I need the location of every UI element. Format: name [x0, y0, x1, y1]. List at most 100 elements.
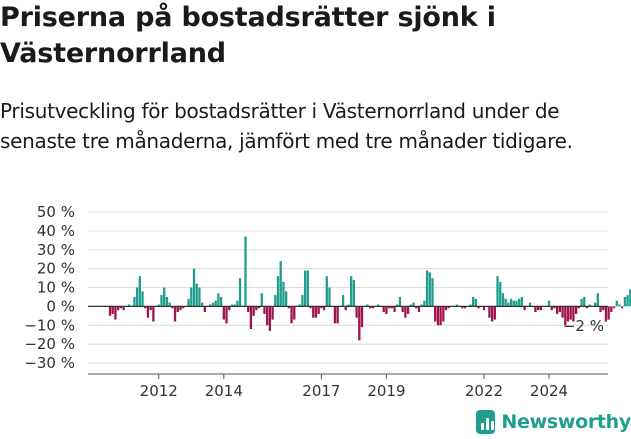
bar [252, 306, 255, 316]
bar [515, 300, 518, 307]
y-tick-label: 10 % [37, 279, 75, 297]
bar [439, 306, 442, 326]
bar [192, 268, 196, 307]
bar [455, 304, 459, 307]
bar [214, 300, 217, 307]
bar [333, 306, 337, 324]
bar [133, 296, 136, 307]
bar [396, 304, 399, 307]
bar [390, 306, 393, 309]
bar [173, 306, 177, 322]
bar [168, 302, 171, 307]
bar [493, 306, 496, 320]
bar [141, 291, 144, 307]
bar [509, 298, 513, 307]
bar [556, 306, 559, 314]
bar [282, 281, 285, 307]
brand-name: Newsworthy [501, 411, 631, 433]
bar [144, 306, 147, 309]
bar [477, 306, 480, 309]
bar [160, 295, 163, 307]
last-value-label: −2 % [563, 317, 604, 335]
bar [474, 298, 477, 307]
bar [401, 306, 404, 313]
bar [488, 306, 491, 318]
bar [236, 300, 239, 307]
bar [409, 304, 412, 307]
bar [599, 306, 602, 313]
bar [322, 306, 326, 311]
bar [268, 306, 272, 331]
x-tick-label: 2019 [367, 382, 405, 398]
bar [583, 296, 586, 307]
page-subtitle: Prisutveckling för bostadsrätter i Väste… [0, 99, 573, 153]
bar [165, 296, 169, 307]
bar [593, 302, 597, 307]
bar [279, 261, 282, 307]
bar [247, 306, 250, 313]
x-tick-label: 2024 [530, 382, 568, 398]
bar [499, 281, 502, 307]
bar [553, 306, 556, 309]
bar [244, 236, 247, 307]
bar [377, 304, 380, 307]
bar [108, 306, 112, 316]
bar [415, 306, 418, 309]
bar [577, 306, 580, 309]
bar [520, 296, 524, 307]
bar [366, 304, 369, 307]
x-tick-label: 2022 [465, 382, 503, 398]
bar [203, 306, 206, 313]
x-axis: 2012 2014 2017 2019 2022 2024 [88, 373, 608, 398]
bar [301, 295, 304, 307]
bar [157, 304, 160, 307]
bar [423, 300, 426, 307]
bar [225, 306, 228, 324]
bar [585, 306, 589, 309]
bar [534, 306, 537, 313]
bar [442, 306, 445, 322]
bar [547, 300, 551, 307]
bar [431, 278, 434, 307]
bar [127, 304, 131, 307]
bar [355, 306, 358, 318]
bar [428, 272, 431, 307]
chart-bars [108, 236, 631, 341]
bar [222, 306, 225, 320]
bar [398, 296, 402, 307]
newsworthy-logo: Newsworthy [476, 408, 631, 436]
bar [352, 279, 356, 307]
bar [425, 270, 429, 307]
bar [290, 306, 293, 324]
bar [461, 306, 464, 309]
bar [382, 306, 385, 313]
bar [369, 306, 372, 309]
bar [238, 278, 242, 307]
bar [490, 306, 494, 322]
x-tick-label: 2014 [205, 382, 243, 398]
x-tick-label: 2012 [140, 382, 178, 398]
bar [447, 306, 450, 309]
bar [469, 304, 472, 307]
bar [219, 296, 223, 307]
bar [417, 306, 421, 313]
bar [263, 306, 266, 314]
bar [271, 306, 274, 320]
bar [404, 306, 407, 318]
bar [626, 295, 629, 307]
bar [336, 306, 339, 324]
bar [344, 306, 347, 311]
bar [190, 287, 193, 307]
bar [569, 306, 572, 320]
y-tick-label: 20 % [37, 260, 75, 278]
bar [209, 304, 212, 307]
bar [358, 306, 361, 341]
bar [558, 306, 562, 313]
bar [135, 287, 139, 307]
bar [347, 304, 350, 307]
bar [122, 306, 125, 311]
bar [512, 300, 515, 307]
y-tick-label: 30 % [37, 241, 75, 259]
bar [211, 302, 215, 307]
chart-gridlines [88, 211, 608, 364]
